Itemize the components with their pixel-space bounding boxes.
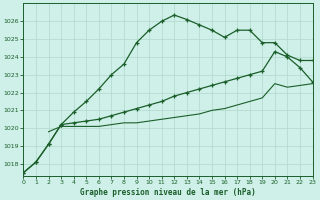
- X-axis label: Graphe pression niveau de la mer (hPa): Graphe pression niveau de la mer (hPa): [80, 188, 256, 197]
